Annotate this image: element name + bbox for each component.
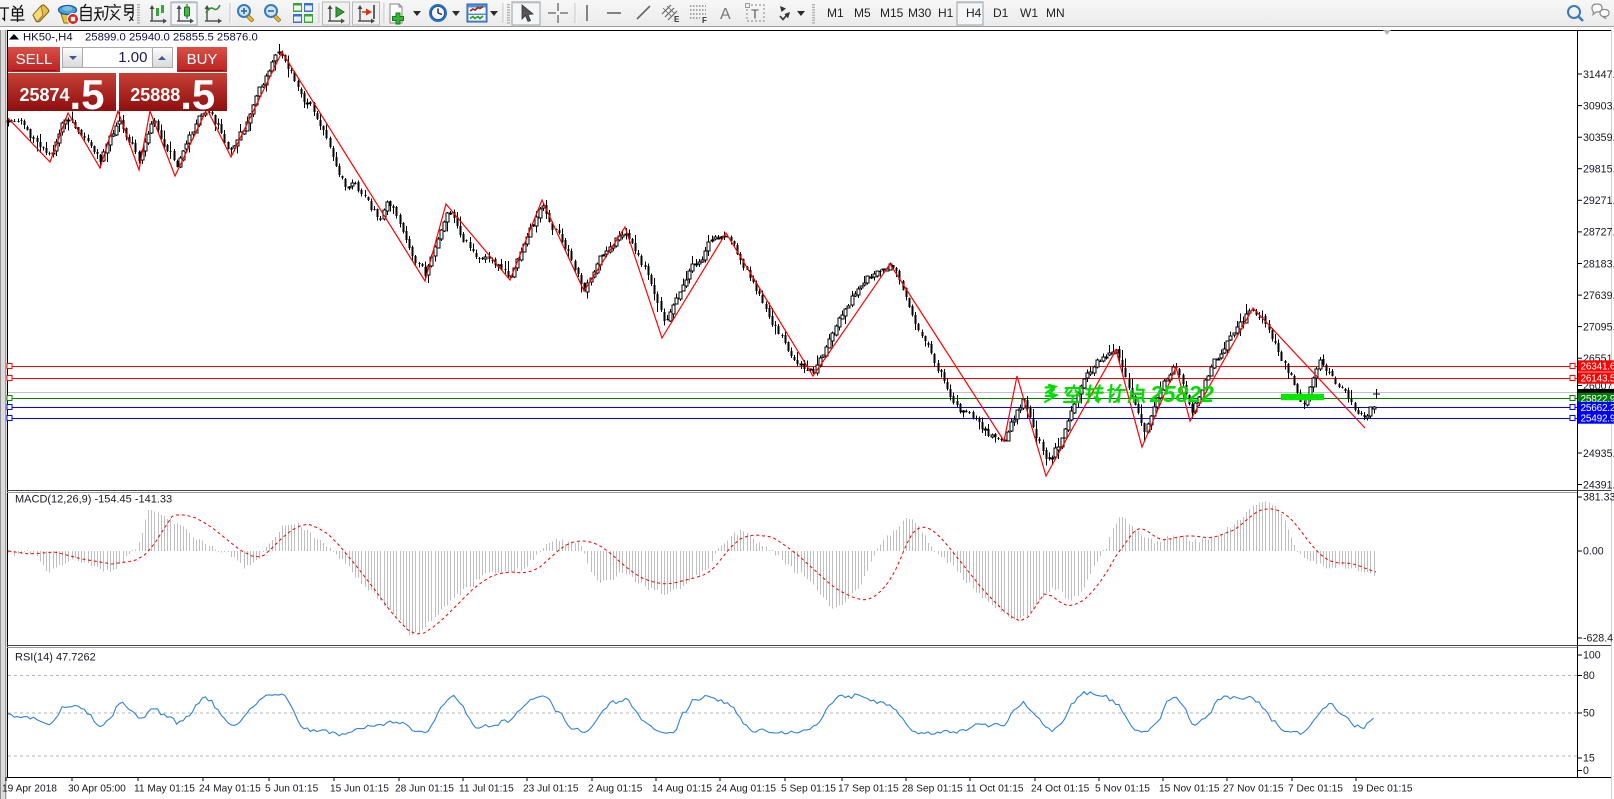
svg-text:11 May 01:15: 11 May 01:15 xyxy=(134,784,195,795)
svg-text:17 Sep 01:15: 17 Sep 01:15 xyxy=(838,784,899,795)
svg-text:5 Jun 01:15: 5 Jun 01:15 xyxy=(265,784,319,795)
svg-text:23 Jul 01:15: 23 Jul 01:15 xyxy=(523,784,579,795)
svg-text:26341.6: 26341.6 xyxy=(1581,362,1614,373)
svg-text:M5: M5 xyxy=(854,6,871,20)
svg-text:27095.0: 27095.0 xyxy=(1583,321,1614,333)
svg-text:D1: D1 xyxy=(993,6,1009,20)
svg-text:19 Dec 01:15: 19 Dec 01:15 xyxy=(1352,784,1413,795)
svg-text:11 Oct 01:15: 11 Oct 01:15 xyxy=(966,784,1024,795)
svg-text:14 Aug 01:15: 14 Aug 01:15 xyxy=(652,784,712,795)
svg-text:29271.0: 29271.0 xyxy=(1583,195,1614,207)
svg-text:24 May 01:15: 24 May 01:15 xyxy=(199,784,261,795)
svg-text:H4: H4 xyxy=(966,6,982,20)
svg-text:2 Aug 01:15: 2 Aug 01:15 xyxy=(588,784,643,795)
svg-text:5 Sep 01:15: 5 Sep 01:15 xyxy=(781,784,836,795)
svg-text:27639.0: 27639.0 xyxy=(1583,290,1614,302)
svg-text:24 Oct 01:15: 24 Oct 01:15 xyxy=(1031,784,1090,795)
svg-text:25662.2: 25662.2 xyxy=(1581,403,1614,414)
svg-text:M30: M30 xyxy=(908,6,932,20)
svg-text:27 Nov 01:15: 27 Nov 01:15 xyxy=(1223,784,1284,795)
svg-text:25492.9: 25492.9 xyxy=(1581,414,1614,425)
svg-text:24391.0: 24391.0 xyxy=(1583,479,1614,491)
svg-text:24 Aug 01:15: 24 Aug 01:15 xyxy=(716,784,776,795)
svg-text:T: T xyxy=(751,7,759,22)
svg-text:F: F xyxy=(702,16,707,25)
svg-text:381.33: 381.33 xyxy=(1583,492,1614,504)
svg-text:M1: M1 xyxy=(827,6,844,20)
svg-text:19 Apr 2018: 19 Apr 2018 xyxy=(2,784,57,795)
svg-text:7 Dec 01:15: 7 Dec 01:15 xyxy=(1288,784,1343,795)
svg-text:5 Nov 01:15: 5 Nov 01:15 xyxy=(1095,784,1150,795)
svg-text:-628.4: -628.4 xyxy=(1583,633,1613,645)
svg-text:30903.0: 30903.0 xyxy=(1583,100,1614,112)
svg-text:50: 50 xyxy=(1583,708,1595,720)
svg-text:25822.9: 25822.9 xyxy=(1581,394,1614,405)
svg-text:E: E xyxy=(674,15,680,24)
svg-text:M15: M15 xyxy=(880,6,904,20)
svg-text:30 Apr 05:00: 30 Apr 05:00 xyxy=(68,784,126,795)
svg-text:15: 15 xyxy=(1583,753,1595,765)
svg-text:28 Jun 01:15: 28 Jun 01:15 xyxy=(395,784,454,795)
svg-text:100: 100 xyxy=(1583,650,1601,662)
svg-text:29815.0: 29815.0 xyxy=(1583,164,1614,176)
svg-text:0: 0 xyxy=(1583,765,1589,777)
svg-text:0.00: 0.00 xyxy=(1583,546,1604,558)
svg-text:28727.0: 28727.0 xyxy=(1583,227,1614,239)
svg-text:HK50-,H4: HK50-,H4 xyxy=(23,32,73,44)
svg-text:15 Jun 01:15: 15 Jun 01:15 xyxy=(330,784,389,795)
svg-text:MN: MN xyxy=(1046,6,1065,20)
svg-text:A: A xyxy=(720,6,731,23)
svg-text:28 Sep 01:15: 28 Sep 01:15 xyxy=(902,784,963,795)
svg-text:15 Nov 01:15: 15 Nov 01:15 xyxy=(1159,784,1220,795)
svg-text:24935.0: 24935.0 xyxy=(1583,448,1614,460)
svg-text:26143.5: 26143.5 xyxy=(1581,374,1614,385)
svg-text:25822: 25822 xyxy=(1149,381,1214,407)
svg-text:31447.0: 31447.0 xyxy=(1583,69,1614,81)
svg-text:30359.0: 30359.0 xyxy=(1583,132,1614,144)
svg-text:MACD(12,26,9) -154.45 -141.33: MACD(12,26,9) -154.45 -141.33 xyxy=(15,494,172,506)
svg-text:W1: W1 xyxy=(1020,6,1038,20)
svg-text:RSI(14) 47.7262: RSI(14) 47.7262 xyxy=(15,652,96,664)
svg-text:11 Jul 01:15: 11 Jul 01:15 xyxy=(459,784,514,795)
svg-text:H1: H1 xyxy=(938,6,954,20)
svg-text:28183.0: 28183.0 xyxy=(1583,258,1614,270)
svg-text:80: 80 xyxy=(1583,670,1595,682)
svg-text:25899.0 25940.0 25855.5 25876.: 25899.0 25940.0 25855.5 25876.0 xyxy=(85,32,258,44)
